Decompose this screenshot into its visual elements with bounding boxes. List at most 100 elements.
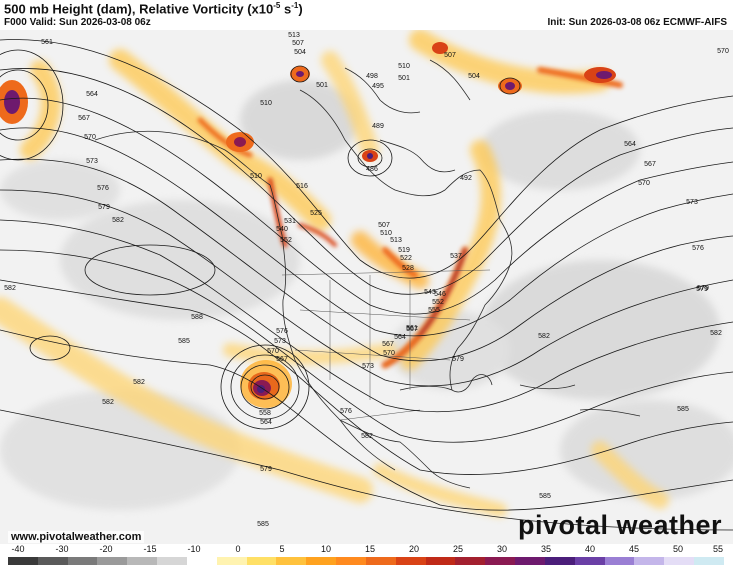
contour-label: 582 <box>4 285 16 292</box>
contour-label: 537 <box>450 253 462 260</box>
contour-label: 576 <box>340 408 352 415</box>
colorbar-segment <box>604 557 635 565</box>
colorbar-segment <box>216 557 247 565</box>
colorbar-segment <box>336 557 366 565</box>
contour-label: 540 <box>276 226 288 233</box>
colorbar-tick: -40 <box>11 544 25 554</box>
positive-vorticity-shading <box>0 30 669 517</box>
contour-label: 564 <box>394 334 406 341</box>
contour-label: 579 <box>696 286 708 293</box>
contour-label: 501 <box>398 75 410 82</box>
colorbar-segment <box>634 557 665 565</box>
contour-label: 564 <box>260 419 272 426</box>
contour-label: 528 <box>402 265 414 272</box>
contour-label: 585 <box>677 406 689 413</box>
contour-label: 570 <box>383 350 395 357</box>
contour-label: 522 <box>400 255 412 262</box>
colorbar-tick: 0 <box>235 544 241 554</box>
init-time: Init: Sun 2026-03-08 06z ECMWF-AIFS <box>547 17 727 28</box>
contour-label: 582 <box>361 433 373 440</box>
contour-label: 531 <box>284 218 296 225</box>
weather-map[interactable]: 561 564 567 570 573 576 579 582 588 585 … <box>0 30 733 544</box>
contour-label: 564 <box>624 141 636 148</box>
contour-label: 519 <box>398 247 410 254</box>
valid-time: F000 Valid: Sun 2026-03-08 06z <box>4 17 151 28</box>
colorbar-segment <box>694 557 724 565</box>
contour-label: 498 <box>366 73 378 80</box>
colorbar-tick: 15 <box>364 544 376 554</box>
source-url[interactable]: www.pivotalweather.com <box>8 531 145 543</box>
colorbar-tick: -10 <box>187 544 201 554</box>
contour-label: 525 <box>310 210 322 217</box>
contour-label: 567 <box>78 115 90 122</box>
contour-label: 570 <box>84 134 96 141</box>
colorbar-tick: 30 <box>496 544 508 554</box>
contour-label: 486 <box>366 166 378 173</box>
contour-labels: 561 564 567 570 573 576 579 582 588 585 … <box>4 32 729 528</box>
colorbar-segment <box>574 557 605 565</box>
colorbar-tick: 45 <box>628 544 640 554</box>
colorbar-tick: 20 <box>408 544 420 554</box>
contour-label: 567 <box>276 356 288 363</box>
contour-label: 585 <box>257 521 269 528</box>
contour-label: 579 <box>260 466 272 473</box>
contour-label: 573 <box>362 363 374 370</box>
colorbar-segment <box>306 557 337 565</box>
contour-label: 585 <box>178 338 190 345</box>
coastlines <box>94 59 641 489</box>
contour-label: 570 <box>717 48 729 55</box>
contour-label: 510 <box>260 100 272 107</box>
colorbar-segment <box>664 557 695 565</box>
vorticity-maxima <box>0 42 616 408</box>
colorbar-tick: 35 <box>540 544 552 554</box>
contour-label: 552 <box>280 237 292 244</box>
colorbar-tick: -30 <box>55 544 69 554</box>
contour-label: 573 <box>86 158 98 165</box>
contour-label: 552 <box>432 299 444 306</box>
contour-label: 501 <box>316 82 328 89</box>
colorbar-segment <box>425 557 456 565</box>
contour-label: 546 <box>434 291 446 298</box>
colorbar-segment <box>246 557 277 565</box>
contour-label: 582 <box>538 333 550 340</box>
colorbar-tick: -20 <box>99 544 113 554</box>
height-contours <box>0 39 733 531</box>
contour-label: 582 <box>710 330 722 337</box>
colorbar-tick: 10 <box>320 544 332 554</box>
contour-label: 567 <box>644 161 656 168</box>
contour-label: 489 <box>372 123 384 130</box>
contour-label: 558 <box>259 410 271 417</box>
colorbar-segment <box>485 557 516 565</box>
colorbar-strip <box>8 557 724 565</box>
page-title: 500 mb Height (dam), Relative Vorticity … <box>4 1 303 17</box>
colorbar-segment <box>365 557 396 565</box>
contour-label: 582 <box>133 379 145 386</box>
contour-label: 504 <box>468 73 480 80</box>
contour-label: 507 <box>378 222 390 229</box>
colorbar-tick: 5 <box>279 544 285 554</box>
contour-label: 561 <box>41 39 53 46</box>
contour-label: 510 <box>398 63 410 70</box>
contour-label: 510 <box>380 230 392 237</box>
contour-label: 513 <box>390 237 402 244</box>
colorbar-segment <box>515 557 545 565</box>
contour-label: 579 <box>452 356 464 363</box>
contour-label: 588 <box>191 314 203 321</box>
brand-logo: pivotal weather <box>518 510 723 540</box>
colorbar-tick: -15 <box>143 544 157 554</box>
contour-label: 579 <box>98 204 110 211</box>
colorbar-ticks: -40 -30 -20 -15 -10 0 5 10 15 20 25 30 3… <box>0 544 733 556</box>
colorbar-segment <box>157 557 187 565</box>
contour-label: 504 <box>294 49 306 56</box>
header: 500 mb Height (dam), Relative Vorticity … <box>0 0 733 30</box>
contour-label: 567 <box>382 341 394 348</box>
contour-label: 582 <box>112 217 124 224</box>
colorbar-segment <box>97 557 128 565</box>
contour-label: 507 <box>292 40 304 47</box>
contour-label: 576 <box>276 328 288 335</box>
colorbar-tick: 50 <box>672 544 684 554</box>
contour-label: 507 <box>444 52 456 59</box>
contour-label: 579 <box>697 285 709 292</box>
contour-label: 576 <box>692 245 704 252</box>
contour-label: 570 <box>638 180 650 187</box>
